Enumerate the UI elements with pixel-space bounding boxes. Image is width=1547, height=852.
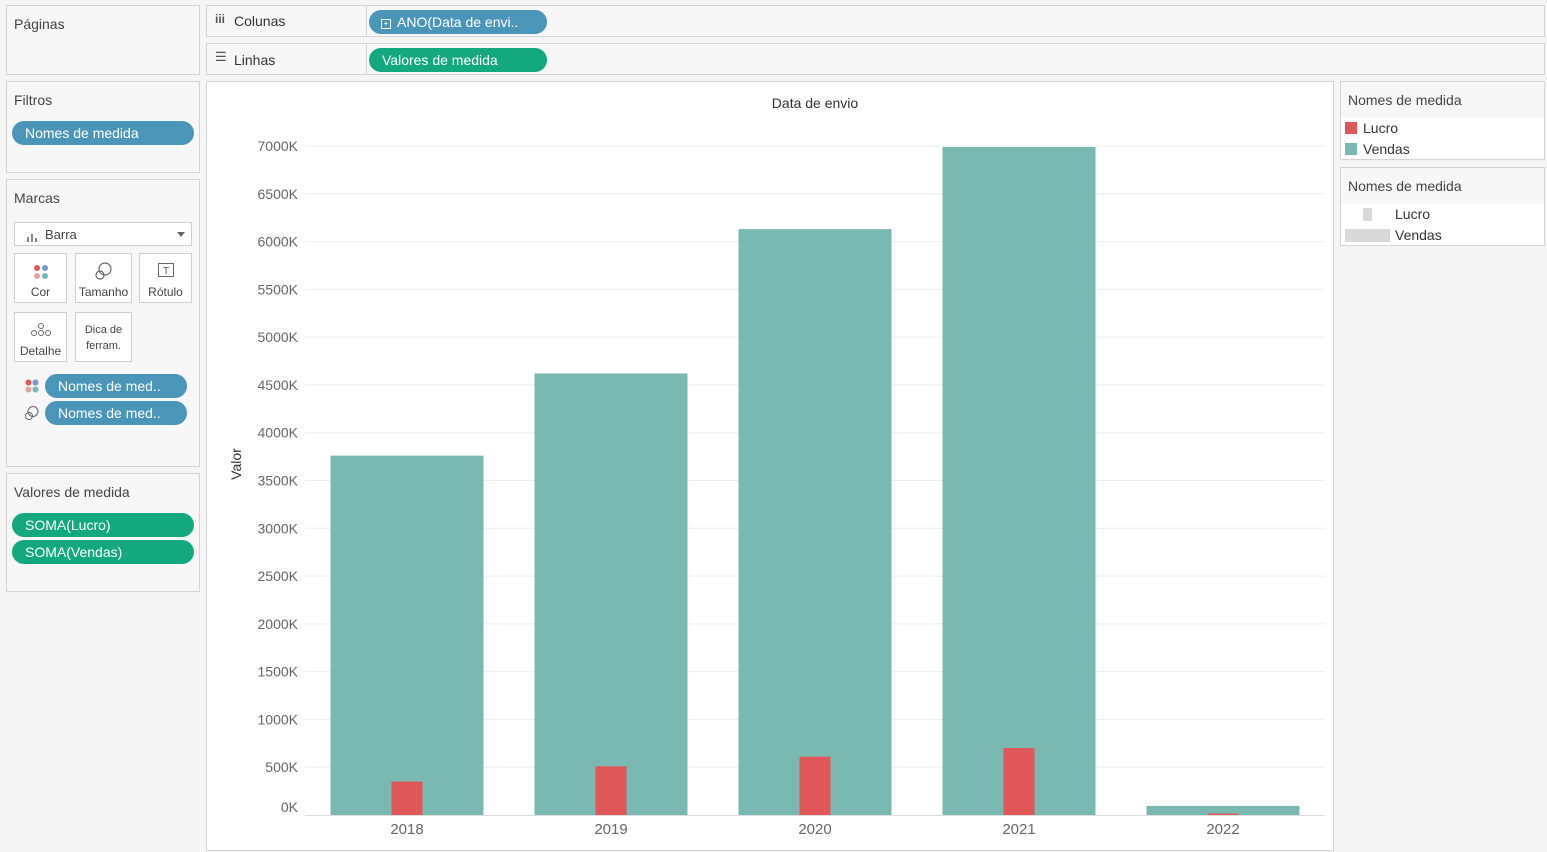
color-legend[interactable]: Nomes de medida Lucro Vendas [1340,81,1545,160]
shelf-divider [366,6,367,36]
y-tick-label: 5000K [258,329,299,345]
color-legend-title: Nomes de medida [1348,92,1462,108]
y-axis-label: Valor [228,448,244,480]
x-tick-label: 2019 [594,821,627,838]
y-tick-label: 6000K [258,234,299,250]
legend-swatch-vendas [1345,143,1357,155]
legend-swatch-lucro [1345,122,1357,134]
svg-text:T: T [163,266,169,277]
bar-lucro-2019[interactable] [595,766,627,815]
measure-values-card-title: Valores de medida [14,484,130,500]
color-dots-icon [25,379,39,393]
y-tick-label: 1500K [258,664,299,680]
label-button-label: Rótulo [148,285,183,299]
rows-shelf-label: Linhas [234,52,276,68]
chart-view[interactable]: Data de envio Valor 0K 500K 1000K 1500K 2000… [206,81,1334,851]
columns-icon: iii [215,12,226,26]
y-tick-label: 4500K [258,377,299,393]
color-dots-icon [33,264,49,280]
y-tick-label: 4000K [258,425,299,441]
size-legend-item-lucro[interactable]: Lucro [1395,206,1431,222]
legend-body [1341,118,1544,159]
x-tick-label: 2021 [1002,821,1035,838]
bars [330,146,1300,816]
y-tick-label: 2500K [258,568,299,584]
pages-card[interactable]: Páginas [6,5,200,75]
y-tick-label: 3000K [258,520,299,536]
columns-shelf-label: Colunas [234,13,286,29]
y-tick-label: 6500K [258,186,299,202]
columns-shelf[interactable]: iii Colunas + ANO(Data de envi.. [206,5,1545,37]
bar-chart-icon [27,229,37,242]
size-button[interactable]: Tamanho [75,253,132,303]
y-axis-ticks: 0K 500K 1000K 1500K 2000K 2500K 3000K 3500K 4000… [258,138,299,815]
bar-vendas-2020[interactable] [738,229,892,815]
label-button[interactable]: T Rótulo [139,253,192,303]
bar-lucro-2021[interactable] [1003,748,1035,815]
columns-pill-year[interactable]: + ANO(Data de envi.. [369,10,547,34]
y-tick-label: 5500K [258,281,299,297]
filters-card-title: Filtros [14,92,53,108]
columns-pill-label: ANO(Data de envi.. [397,14,519,30]
mark-type-dropdown[interactable]: Barra [14,222,192,246]
y-tick-label: 1000K [258,711,299,727]
y-tick-label: 500K [265,759,298,775]
bar-lucro-2018[interactable] [391,781,423,815]
y-tick-label: 0K [281,799,299,815]
x-tick-label: 2018 [390,821,423,838]
marks-color-pill[interactable]: Nomes de med.. [45,374,187,398]
filter-pill-measure-names[interactable]: Nomes de medida [12,121,194,145]
x-tick-label: 2020 [798,821,831,838]
bar-vendas-2019[interactable] [534,373,688,815]
tooltip-button[interactable]: Dica de ferram. [75,312,132,362]
detail-button[interactable]: Detalhe [14,312,67,362]
filters-card[interactable]: Filtros Nomes de medida [6,81,200,173]
detail-button-label: Detalhe [19,344,62,358]
chart-title: Data de envio [772,95,859,111]
y-tick-label: 7000K [258,138,299,154]
size-legend[interactable]: Nomes de medida Lucro Vendas [1340,167,1545,246]
shelf-divider [366,44,367,74]
y-tick-label: 2000K [258,616,299,632]
bar-lucro-2020[interactable] [799,756,831,815]
size-swatch-lucro [1363,208,1372,221]
legend-item-lucro[interactable]: Lucro [1363,120,1399,136]
text-label-icon: T [158,263,174,277]
marks-size-pill[interactable]: Nomes de med.. [45,401,187,425]
color-button-label: Cor [30,285,51,299]
bar-lucro-2022[interactable] [1207,813,1239,815]
rows-shelf[interactable]: ☰ Linhas Valores de medida [206,43,1545,75]
measure-pill-sum-profit[interactable]: SOMA(Lucro) [12,513,194,537]
x-tick-label: 2022 [1206,821,1239,838]
size-legend-title: Nomes de medida [1348,178,1462,194]
bar-vendas-2021[interactable] [942,146,1096,816]
tooltip-button-label-line1: Dica de [84,324,123,336]
detail-dots-icon [31,323,51,337]
rows-icon: ☰ [215,49,227,64]
marks-card[interactable]: Marcas Barra Cor Tamanho T Rótulo Detalh… [6,179,200,467]
size-circles-icon [95,262,113,280]
size-legend-item-vendas[interactable]: Vendas [1395,227,1442,243]
size-button-label: Tamanho [78,285,129,299]
legend-item-vendas[interactable]: Vendas [1363,141,1410,157]
bar-vendas-2022[interactable] [1146,805,1300,815]
size-swatch-vendas [1345,229,1390,242]
y-tick-label: 3500K [258,473,299,489]
x-axis-ticks: 2018 2019 2020 2021 2022 [390,821,1239,838]
tooltip-button-label-line2: ferram. [86,340,121,352]
size-circles-icon [25,406,39,420]
bar-chart[interactable]: Data de envio Valor 0K 500K 1000K 1500K 2000… [207,82,1333,850]
measure-pill-sum-sales[interactable]: SOMA(Vendas) [12,540,194,564]
measure-values-card[interactable]: Valores de medida SOMA(Lucro) SOMA(Venda… [6,473,200,592]
rows-pill-measure-values[interactable]: Valores de medida [369,48,547,72]
marks-card-title: Marcas [14,190,60,206]
chevron-down-icon [177,232,185,237]
pages-card-title: Páginas [14,16,65,32]
bar-vendas-2018[interactable] [330,455,484,815]
mark-type-label: Barra [45,227,77,242]
expand-plus-icon: + [381,19,391,29]
color-button[interactable]: Cor [14,253,67,303]
